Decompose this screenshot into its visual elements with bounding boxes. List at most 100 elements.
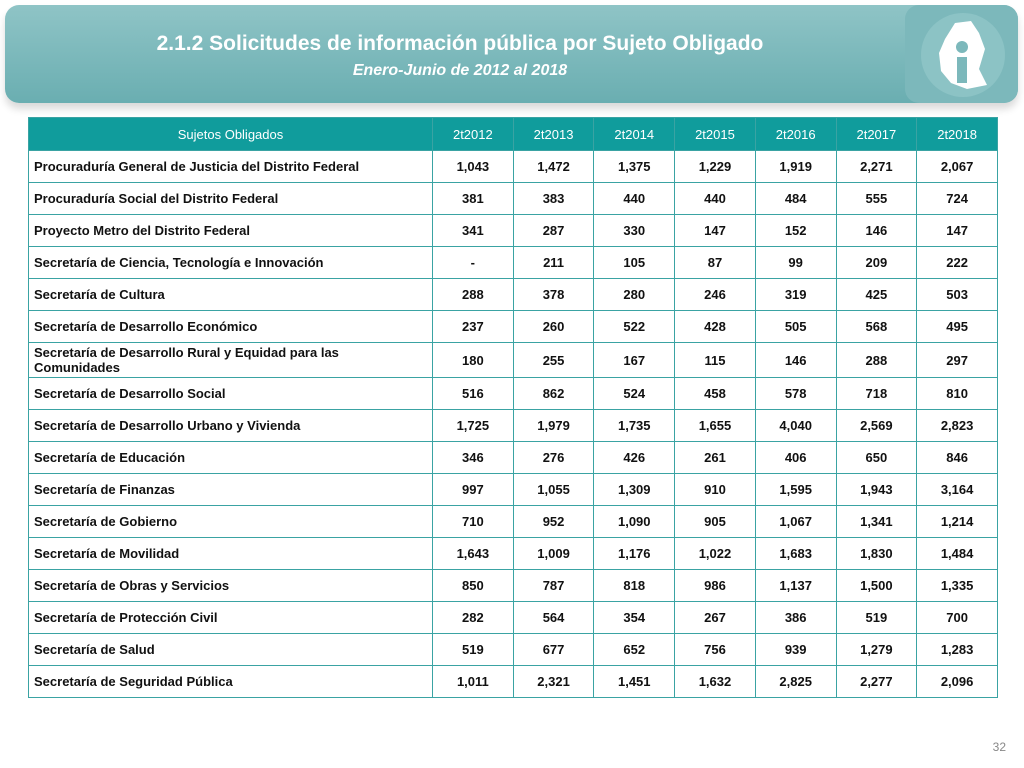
cell: 330 — [593, 214, 676, 247]
cell: 383 — [512, 182, 595, 215]
row-label: Procuraduría General de Justicia del Dis… — [28, 150, 433, 183]
cell: 167 — [593, 342, 676, 378]
cell: 1,484 — [916, 537, 998, 570]
cell: 381 — [432, 182, 514, 215]
cell: 1,279 — [835, 633, 918, 666]
cell: 115 — [674, 342, 756, 378]
cell: 1,943 — [835, 473, 918, 506]
cell: 516 — [432, 377, 514, 410]
cell: 1,214 — [916, 505, 998, 538]
cell: 1,595 — [754, 473, 837, 506]
cell: 280 — [593, 278, 676, 311]
cell: 846 — [916, 441, 998, 474]
cell: 426 — [593, 441, 676, 474]
cell: 267 — [674, 601, 756, 634]
row-label: Secretaría de Desarrollo Rural y Equidad… — [28, 342, 433, 378]
cell: 2,825 — [754, 665, 837, 698]
row-label: Secretaría de Ciencia, Tecnología e Inno… — [28, 246, 433, 279]
table-row: Secretaría de Movilidad 1,643 1,009 1,176 1,… — [28, 537, 998, 570]
logo — [905, 5, 1018, 103]
cell: 652 — [593, 633, 676, 666]
cell: 986 — [674, 569, 756, 602]
cell: 180 — [432, 342, 514, 378]
cell: 246 — [674, 278, 756, 311]
row-label: Proyecto Metro del Distrito Federal — [28, 214, 433, 247]
cell: 354 — [593, 601, 676, 634]
cell: 505 — [754, 310, 837, 343]
row-label: Secretaría de Movilidad — [28, 537, 433, 570]
cell: 1,229 — [674, 150, 756, 183]
cell: 3,164 — [916, 473, 998, 506]
cell: 578 — [754, 377, 837, 410]
cell: 1,472 — [512, 150, 595, 183]
cell: 1,022 — [674, 537, 756, 570]
cell: 1,735 — [593, 409, 676, 442]
cell: 2,321 — [512, 665, 595, 698]
row-label: Secretaría de Finanzas — [28, 473, 433, 506]
cell: 1,725 — [432, 409, 514, 442]
cell: 1,309 — [593, 473, 676, 506]
cell: 341 — [432, 214, 514, 247]
cell: 147 — [674, 214, 756, 247]
table-row: Secretaría de Cultura 288 378 280 246 319 425 5… — [28, 278, 998, 311]
cell: 406 — [754, 441, 837, 474]
table-row: Secretaría de Desarrollo Urbano y Vivien… — [28, 409, 998, 442]
cell: 555 — [835, 182, 918, 215]
row-label: Secretaría de Educación — [28, 441, 433, 474]
cell: 810 — [916, 377, 998, 410]
cell: 939 — [754, 633, 837, 666]
row-label: Secretaría de Seguridad Pública — [28, 665, 433, 698]
column-header: 2t2016 — [754, 117, 837, 151]
table-row: Secretaría de Desarrollo Social 516 862 524… — [28, 377, 998, 410]
cell: 1,919 — [754, 150, 837, 183]
cell: 522 — [593, 310, 676, 343]
cell: 276 — [512, 441, 595, 474]
cell: 4,040 — [754, 409, 837, 442]
table-row: Proyecto Metro del Distrito Federal 341 28… — [28, 214, 998, 247]
cell: 1,451 — [593, 665, 676, 698]
cell: 519 — [432, 633, 514, 666]
row-label: Secretaría de Salud — [28, 633, 433, 666]
cell: 1,055 — [512, 473, 595, 506]
cell: 1,341 — [835, 505, 918, 538]
cell: 910 — [674, 473, 756, 506]
cell: 428 — [674, 310, 756, 343]
cell: 1,009 — [512, 537, 595, 570]
cell: 1,655 — [674, 409, 756, 442]
cell: 260 — [512, 310, 595, 343]
cell: 1,043 — [432, 150, 514, 183]
header-banner — [5, 5, 1018, 103]
cell: 905 — [674, 505, 756, 538]
row-label: Secretaría de Desarrollo Urbano y Vivien… — [28, 409, 433, 442]
cell: 787 — [512, 569, 595, 602]
cell: 152 — [754, 214, 837, 247]
cell: 2,096 — [916, 665, 998, 698]
cell: 146 — [835, 214, 918, 247]
cell: 378 — [512, 278, 595, 311]
cell: 209 — [835, 246, 918, 279]
cell: 1,176 — [593, 537, 676, 570]
cell: 997 — [432, 473, 514, 506]
row-label: Secretaría de Obras y Servicios — [28, 569, 433, 602]
table-row: Secretaría de Gobierno 710 952 1,090 905 1,06… — [28, 505, 998, 538]
column-header: 2t2013 — [512, 117, 595, 151]
cell: 568 — [835, 310, 918, 343]
cell: 2,271 — [835, 150, 918, 183]
cell: 146 — [754, 342, 837, 378]
cell: 524 — [593, 377, 676, 410]
cell: 386 — [754, 601, 837, 634]
cell: 1,375 — [593, 150, 676, 183]
row-label: Secretaría de Protección Civil — [28, 601, 433, 634]
cell: 1,979 — [512, 409, 595, 442]
cell: 1,137 — [754, 569, 837, 602]
table-row: Procuraduría General de Justicia del Dis… — [28, 150, 998, 183]
cell: 1,011 — [432, 665, 514, 698]
table-row: Secretaría de Ciencia, Tecnología e Inno… — [28, 246, 998, 279]
cell: 1,683 — [754, 537, 837, 570]
cell: 261 — [674, 441, 756, 474]
cell: 288 — [835, 342, 918, 378]
cell: 2,569 — [835, 409, 918, 442]
table-row: Secretaría de Obras y Servicios 850 787 818… — [28, 569, 998, 602]
row-label: Secretaría de Desarrollo Económico — [28, 310, 433, 343]
